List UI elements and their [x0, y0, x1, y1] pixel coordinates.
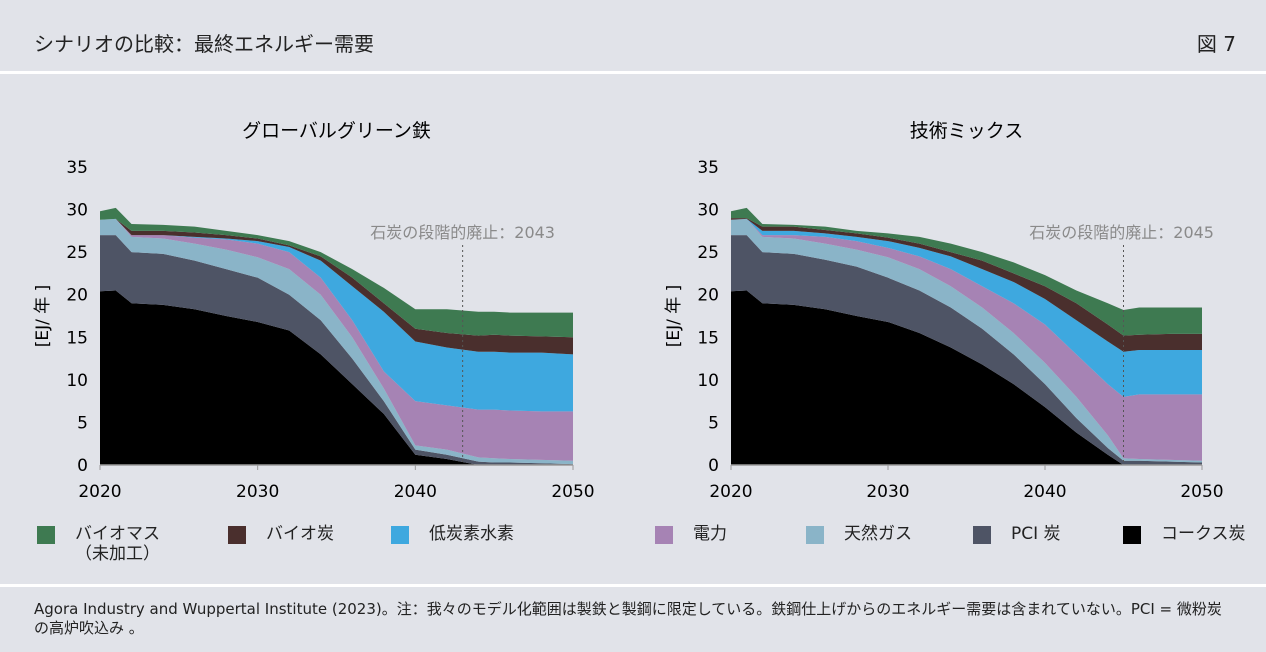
area — [100, 218, 573, 412]
chart-title: グローバルグリーン鉄 — [242, 120, 431, 142]
legend-item: バイオ炭 — [228, 524, 334, 544]
legend-label: 低炭素水素 — [429, 524, 514, 544]
figure-number: 図 7 — [1196, 32, 1236, 56]
legend-swatch — [228, 526, 246, 544]
area — [100, 218, 573, 465]
x-tick-label: 2040 — [1023, 482, 1066, 502]
legend-item: コークス炭 — [1123, 524, 1246, 544]
area: バイオマス （未加工） — [731, 207, 1202, 336]
y-tick-label: 0 — [708, 456, 719, 476]
y-tick-label: 30 — [697, 201, 719, 221]
legend-swatch — [973, 526, 991, 544]
area: 低炭素水素 — [731, 218, 1202, 397]
y-tick-label: 15 — [66, 328, 88, 348]
area — [100, 218, 573, 461]
area — [100, 290, 573, 465]
legend-label: 天然ガス — [844, 524, 912, 544]
legend-swatch — [391, 526, 409, 544]
y-axis-label: [EJ/ 年 ] — [664, 285, 684, 348]
y-tick-label: 20 — [66, 286, 88, 306]
area: バイオ炭 — [731, 218, 1202, 352]
area: 天然ガス — [731, 218, 1202, 463]
y-tick-label: 25 — [697, 243, 719, 263]
legend-label: バイオマス （未加工） — [75, 524, 160, 564]
footer-note: Agora Industry and Wuppertal Institute (… — [34, 600, 1222, 637]
chart-title: 技術ミックス — [910, 120, 1023, 142]
legend-item: 低炭素水素 — [391, 524, 514, 544]
legend-swatch — [655, 526, 673, 544]
legend-item: PCI 炭 — [973, 524, 1061, 544]
x-tick-label: 2020 — [709, 482, 752, 502]
page-title: シナリオの比較：最終エネルギー需要 — [34, 32, 374, 56]
legend-swatch — [806, 526, 824, 544]
legend-label: PCI 炭 — [1011, 524, 1061, 544]
x-tick-label: 2030 — [236, 482, 279, 502]
separator — [0, 584, 1266, 587]
y-tick-label: 10 — [66, 371, 88, 391]
y-tick-label: 5 — [708, 413, 719, 433]
separator — [0, 71, 1266, 74]
y-tick-label: 0 — [77, 456, 88, 476]
x-tick-label: 2040 — [394, 482, 437, 502]
y-tick-label: 35 — [66, 158, 88, 178]
legend-label: コークス炭 — [1161, 524, 1246, 544]
legend-label: バイオ炭 — [266, 524, 334, 544]
x-tick-label: 2020 — [78, 482, 121, 502]
area: コークス炭 — [731, 290, 1202, 465]
y-tick-label: 35 — [697, 158, 719, 178]
x-tick-label: 2050 — [551, 482, 594, 502]
y-tick-label: 25 — [66, 243, 88, 263]
area — [100, 235, 573, 465]
legend-swatch — [1123, 526, 1141, 544]
area: 電力 — [731, 218, 1202, 461]
legend-swatch — [37, 526, 55, 544]
legend-label: 電力 — [693, 524, 727, 544]
area — [100, 218, 573, 355]
y-tick-label: 20 — [697, 286, 719, 306]
y-tick-label: 30 — [66, 201, 88, 221]
y-tick-label: 10 — [697, 371, 719, 391]
legend-item: 電力 — [655, 524, 727, 544]
legend: バイオマス （未加工） バイオ炭 低炭素水素 電力 天然ガス PCI 炭 コークス炭 — [0, 518, 1266, 578]
area — [100, 207, 573, 338]
annotation: 石炭の段階的廃止：2043 — [370, 223, 555, 242]
x-tick-label: 2030 — [866, 482, 909, 502]
legend-item: 天然ガス — [806, 524, 912, 544]
area: PCI 炭 — [731, 235, 1202, 465]
y-tick-label: 5 — [77, 413, 88, 433]
y-axis-label: [EJ/ 年 ] — [33, 285, 53, 348]
annotation: 石炭の段階的廃止：2045 — [1029, 223, 1214, 242]
x-tick-label: 2050 — [1180, 482, 1223, 502]
y-tick-label: 15 — [697, 328, 719, 348]
legend-item: バイオマス （未加工） — [37, 524, 160, 564]
